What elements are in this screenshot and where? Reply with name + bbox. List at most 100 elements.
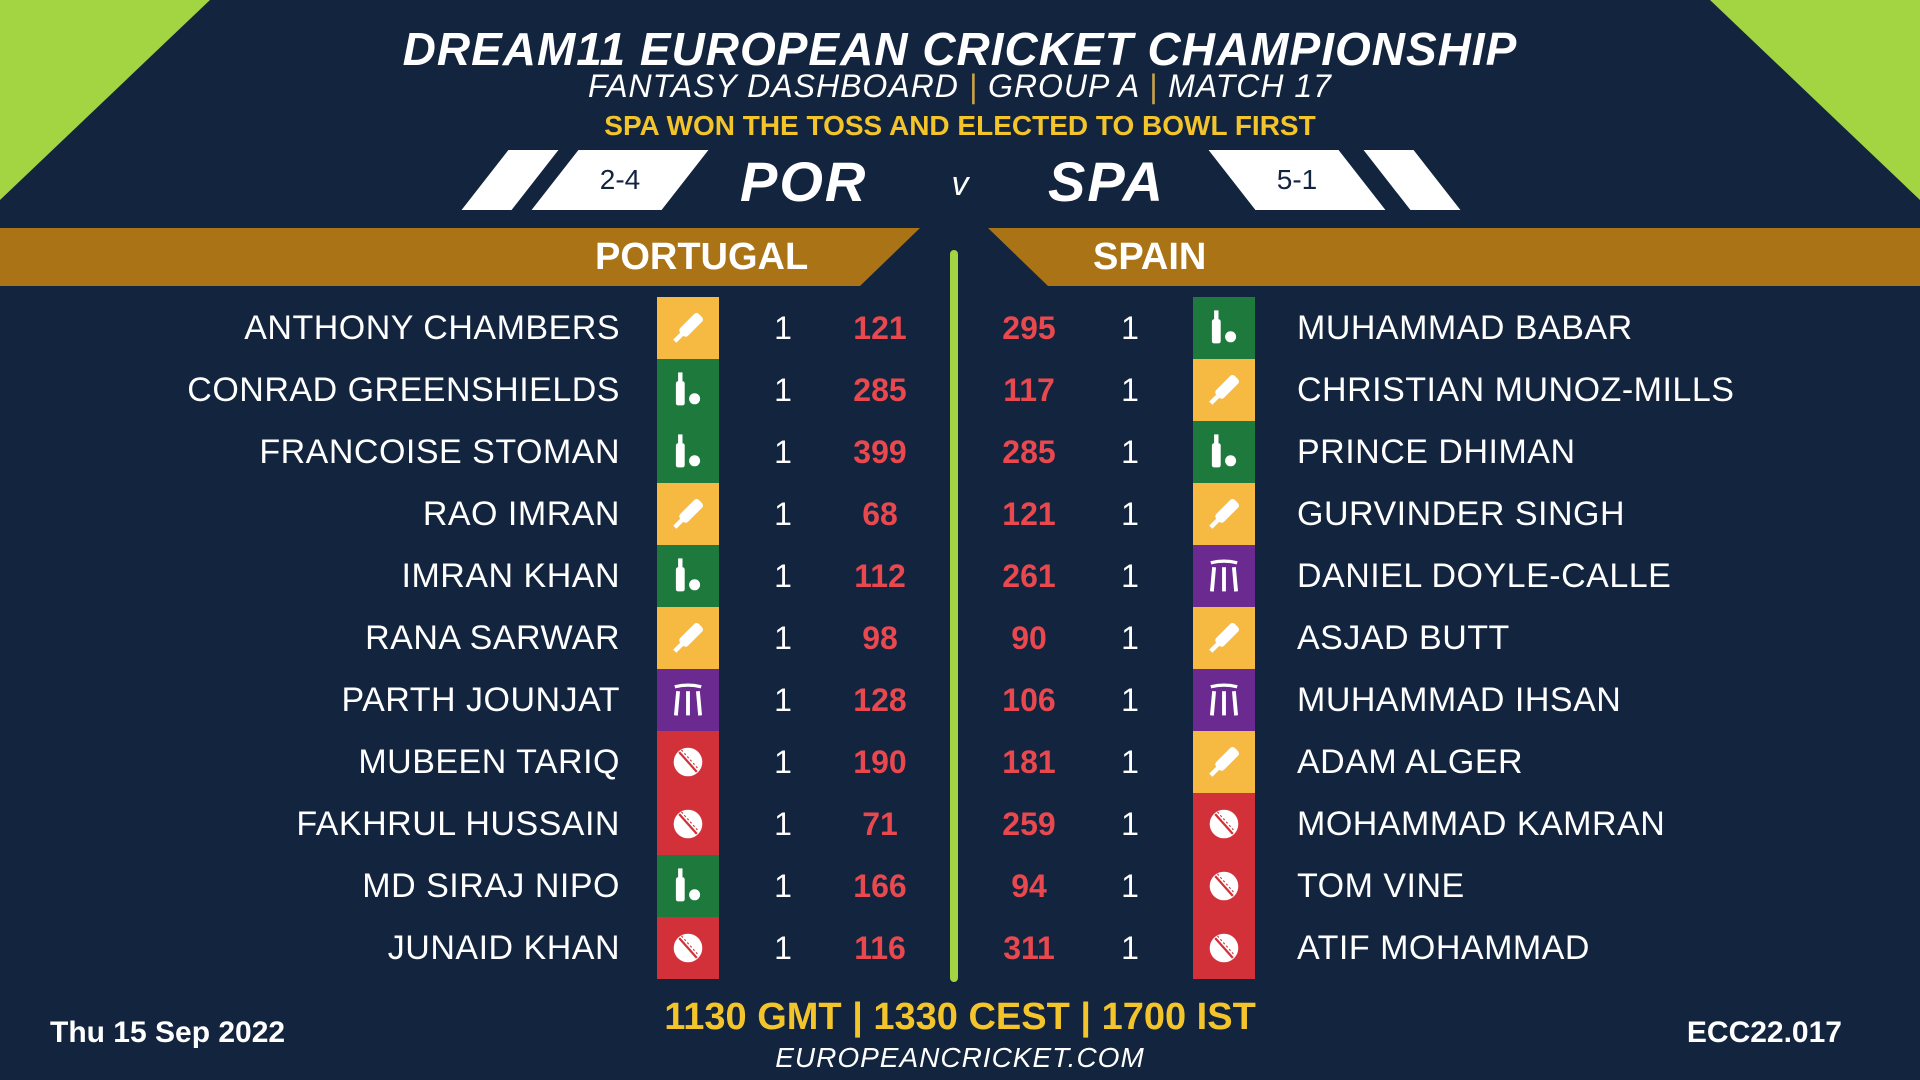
bat-and-ball-icon (1193, 421, 1255, 483)
cricket-bat-icon (1193, 607, 1255, 669)
player-count: 1 (774, 868, 792, 904)
player-count: 1 (774, 372, 792, 408)
cricket-ball-icon (1193, 793, 1255, 855)
player-points: 295 (1002, 310, 1056, 346)
cricket-ball-icon (657, 731, 719, 793)
away-player-row: ADAM ALGER 1 181 (0, 731, 1920, 793)
player-count: 1 (1121, 434, 1139, 470)
player-name: GURVINDER SINGH (1297, 495, 1626, 533)
away-player-row: ATIF MOHAMMAD 1 311 (0, 917, 1920, 979)
stumps-icon (657, 669, 719, 731)
player-points: 121 (853, 310, 907, 346)
away-record-badge: 5-1 (1208, 150, 1386, 210)
player-points: 106 (1002, 682, 1056, 718)
home-player-row: ANTHONY CHAMBERS 1 121 (0, 297, 1920, 359)
player-name: TOM VINE (1297, 867, 1465, 905)
player-points: 259 (1002, 806, 1056, 842)
player-name: DANIEL DOYLE-CALLE (1297, 557, 1672, 595)
player-count: 1 (774, 310, 792, 346)
player-name: ATIF MOHAMMAD (1297, 929, 1590, 967)
bat-and-ball-icon (657, 421, 719, 483)
away-player-row: MUHAMMAD IHSAN 1 106 (0, 669, 1920, 731)
home-player-row: RAO IMRAN 1 68 (0, 483, 1920, 545)
player-name: ADAM ALGER (1297, 743, 1524, 781)
home-player-row: MUBEEN TARIQ 1 190 (0, 731, 1920, 793)
player-points: 311 (1003, 930, 1055, 966)
player-name: MOHAMMAD KAMRAN (1297, 805, 1666, 843)
player-name: FAKHRUL HUSSAIN (296, 805, 620, 843)
match-times: 1130 GMT | 1330 CEST | 1700 IST (664, 996, 1256, 1038)
cricket-bat-icon (1193, 483, 1255, 545)
cricket-bat-icon (1193, 731, 1255, 793)
player-name: PRINCE DHIMAN (1297, 433, 1576, 471)
player-count: 1 (774, 620, 792, 656)
player-count: 1 (774, 806, 792, 842)
player-name: ANTHONY CHAMBERS (244, 309, 620, 347)
player-name: RANA SARWAR (365, 619, 620, 657)
player-points: 190 (853, 744, 907, 780)
away-player-row: ASJAD BUTT 1 90 (0, 607, 1920, 669)
player-count: 1 (774, 744, 792, 780)
away-team-code: SPA (1048, 150, 1165, 213)
cricket-ball-icon (1193, 855, 1255, 917)
away-player-row: MUHAMMAD BABAR 1 295 (0, 297, 1920, 359)
player-count: 1 (1121, 744, 1139, 780)
player-count: 1 (1121, 558, 1139, 594)
home-player-row: MD SIRAJ NIPO 1 166 (0, 855, 1920, 917)
player-count: 1 (774, 558, 792, 594)
center-divider (950, 250, 958, 982)
home-player-row: IMRAN KHAN 1 112 (0, 545, 1920, 607)
cricket-bat-icon (1193, 359, 1255, 421)
player-name: CHRISTIAN MUNOZ-MILLS (1297, 371, 1735, 409)
player-count: 1 (1121, 372, 1139, 408)
home-player-row: JUNAID KHAN 1 116 (0, 917, 1920, 979)
home-team-name: PORTUGAL (595, 236, 809, 278)
player-count: 1 (1121, 310, 1139, 346)
cricket-bat-icon (657, 607, 719, 669)
match-code: ECC22.017 (1686, 1016, 1842, 1049)
away-team-name: SPAIN (1093, 236, 1207, 278)
player-points: 399 (853, 434, 907, 470)
home-player-row: FRANCOISE STOMAN 1 399 (0, 421, 1920, 483)
player-points: 112 (854, 558, 906, 594)
player-count: 1 (1121, 868, 1139, 904)
cricket-ball-icon (657, 793, 719, 855)
away-player-row: TOM VINE 1 94 (0, 855, 1920, 917)
player-count: 1 (1121, 806, 1139, 842)
stumps-icon (1193, 545, 1255, 607)
player-name: JUNAID KHAN (387, 929, 620, 967)
player-points: 261 (1002, 558, 1056, 594)
player-name: MUHAMMAD IHSAN (1297, 681, 1622, 719)
away-team-banner: SPAIN (988, 228, 1920, 286)
player-name: PARTH JOUNJAT (341, 681, 620, 719)
subtitle-match: MATCH 17 (1168, 68, 1332, 104)
home-team-code: POR (740, 150, 868, 213)
player-count: 1 (774, 434, 792, 470)
cricket-ball-icon (1193, 917, 1255, 979)
stumps-icon (1193, 669, 1255, 731)
bat-and-ball-icon (657, 545, 719, 607)
player-count: 1 (1121, 496, 1139, 532)
player-points: 68 (862, 496, 898, 532)
home-player-row: CONRAD GREENSHIELDS 1 285 (0, 359, 1920, 421)
player-name: FRANCOISE STOMAN (259, 433, 620, 471)
player-points: 166 (853, 868, 907, 904)
player-count: 1 (1121, 682, 1139, 718)
player-count: 1 (1121, 930, 1139, 966)
subtitle-separator: | (968, 68, 979, 104)
away-player-row: DANIEL DOYLE-CALLE 1 261 (0, 545, 1920, 607)
bat-and-ball-icon (1193, 297, 1255, 359)
player-count: 1 (774, 496, 792, 532)
player-points: 116 (854, 930, 906, 966)
player-points: 90 (1011, 620, 1047, 656)
cricket-bat-icon (657, 297, 719, 359)
versus-label: v (951, 165, 969, 203)
website-link[interactable]: EUROPEANCRICKET.COM (775, 1042, 1145, 1073)
away-record: 5-1 (1276, 164, 1318, 195)
match-date: Thu 15 Sep 2022 (50, 1016, 286, 1049)
subtitle-separator: | (1148, 68, 1159, 104)
cricket-ball-icon (657, 917, 719, 979)
player-name: RAO IMRAN (422, 495, 620, 533)
player-points: 98 (862, 620, 898, 656)
player-count: 1 (1121, 620, 1139, 656)
